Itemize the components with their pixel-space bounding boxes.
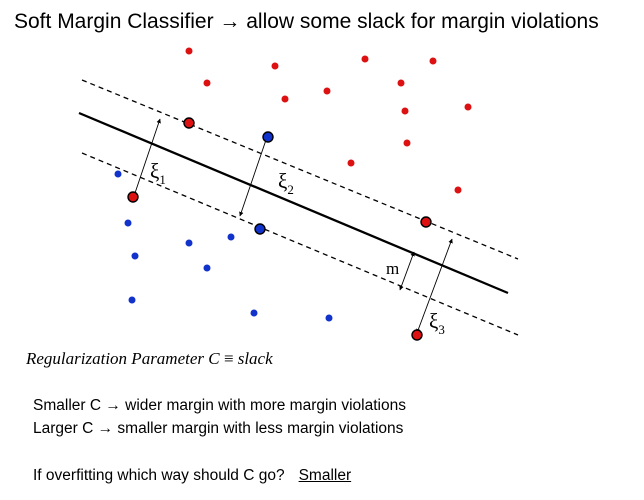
upper-margin-line — [81, 79, 519, 260]
lower-margin-line — [81, 152, 519, 336]
blue-support-points — [254, 131, 274, 235]
blue-point — [114, 170, 122, 178]
red-support-points — [127, 117, 432, 341]
red-point — [185, 47, 193, 55]
red-violator-xi1 — [127, 191, 139, 203]
smaller-c-note: Smaller C → wider margin with more margi… — [33, 397, 406, 414]
blue-point — [128, 296, 136, 304]
blue-point — [250, 309, 258, 317]
blue-support-point — [254, 223, 266, 235]
xi1-label: ξ1 — [150, 159, 166, 187]
slide-title: Soft Margin Classifier → allow some slac… — [14, 10, 599, 33]
blue-point — [203, 264, 211, 272]
xi3-label: ξ3 — [429, 309, 445, 337]
overfitting-question: If overfitting which way should C go? Sma… — [33, 467, 351, 485]
red-point — [429, 57, 437, 65]
formula-lhs: Regularization Parameter C — [26, 349, 220, 368]
red-point — [401, 107, 409, 115]
blue-point — [131, 252, 139, 260]
red-point — [271, 62, 279, 70]
red-point — [464, 103, 472, 111]
margin-arrow — [399, 251, 415, 291]
slack-arrow-2 — [239, 136, 268, 217]
equivalence-symbol: ≡ — [223, 349, 234, 368]
decision-boundary — [78, 111, 509, 295]
red-point — [347, 159, 355, 167]
red-point — [281, 95, 289, 103]
red-point — [361, 55, 369, 63]
question-text: If overfitting which way should C go? — [33, 467, 285, 484]
blue-point — [325, 314, 333, 322]
regularization-formula: Regularization Parameter C ≡ slack — [26, 349, 273, 369]
blue-point — [227, 233, 235, 241]
blue-violator-xi2 — [262, 131, 274, 143]
question-answer: Smaller — [298, 467, 352, 484]
red-support-point — [183, 117, 195, 129]
red-point — [403, 139, 411, 147]
formula-rhs: slack — [237, 349, 273, 368]
red-point — [397, 79, 405, 87]
red-points — [185, 47, 472, 194]
blue-points — [114, 170, 333, 322]
svm-diagram: ξ1 ξ2 ξ3 m — [78, 47, 519, 341]
red-point — [323, 87, 331, 95]
red-violator-xi3 — [411, 329, 423, 341]
xi2-label: ξ2 — [278, 169, 294, 197]
red-point — [454, 186, 462, 194]
red-support-point — [420, 216, 432, 228]
red-point — [203, 79, 211, 87]
slack-arrow-1 — [133, 118, 161, 197]
slack-arrow-3 — [416, 238, 453, 334]
larger-c-note: Larger C → smaller margin with less marg… — [33, 420, 404, 437]
blue-point — [185, 239, 193, 247]
blue-point — [124, 219, 132, 227]
margin-label: m — [386, 259, 399, 278]
